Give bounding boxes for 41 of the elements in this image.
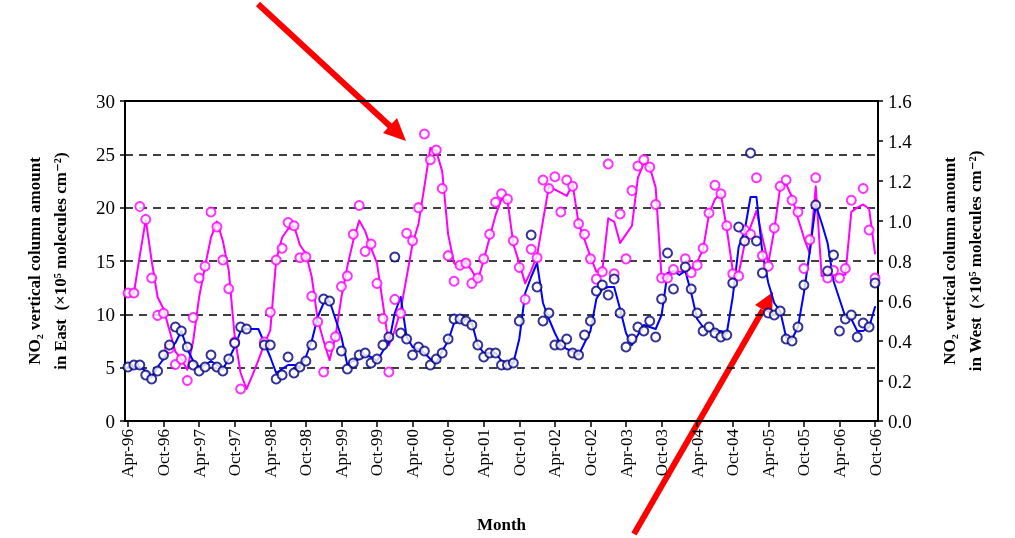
y-tick-label: 30	[96, 90, 115, 112]
x-tick-label: Oct-03	[652, 429, 672, 477]
y-tick-label: 0	[105, 410, 115, 432]
x-tick-label: Apr-97	[189, 428, 209, 478]
x-tick-label: Oct-98	[296, 429, 316, 477]
y2-tick-label: 0.8	[888, 250, 912, 272]
x-tick-label: Apr-99	[331, 429, 351, 478]
x-tick-label: Oct-04	[723, 428, 743, 477]
y2-axis-title: NO₂ vertical column amount in West (×10⁵ molecules cm⁻²)	[939, 150, 985, 372]
y-tick-label: 15	[96, 250, 115, 272]
x-tick-label: Apr-02	[545, 429, 565, 478]
y-tick-label: 5	[105, 357, 115, 379]
y2-tick-label: 1.0	[888, 210, 912, 232]
x-tick-label: Apr-00	[403, 429, 423, 478]
y-tick-label: 25	[96, 143, 115, 165]
x-axis-title: Month	[476, 515, 527, 534]
x-tick-label: Apr-03	[616, 429, 636, 478]
x-tick-label: Oct-97	[225, 428, 245, 477]
x-tick-label: Oct-96	[154, 429, 174, 477]
y2-tick-label: 0.4	[888, 330, 913, 352]
x-tick-label: Oct-02	[580, 429, 600, 477]
y2-tick-label: 0.2	[888, 370, 912, 392]
x-tick-label: Apr-98	[260, 429, 280, 478]
x-tick-label: Oct-06	[865, 429, 885, 477]
x-tick-label: Oct-05	[794, 429, 814, 477]
x-tick-label: Oct-01	[509, 429, 529, 477]
y2-tick-label: 0.0	[888, 410, 912, 432]
x-tick-label: Apr-01	[474, 429, 494, 478]
x-tick-label: Oct-00	[438, 429, 458, 477]
x-tick-label: Apr-96	[118, 429, 138, 478]
x-tick-label: Apr-04	[687, 428, 707, 478]
y2-tick-label: 1.6	[888, 90, 912, 112]
y-axis-title: NO₂ vertical column amount in East (×10⁵ molecules cm⁻²)	[24, 152, 70, 370]
y-tick-label: 10	[96, 303, 115, 325]
x-tick-label: Apr-05	[758, 429, 778, 478]
y-tick-label: 20	[96, 197, 115, 219]
y2-tick-label: 0.6	[888, 290, 912, 312]
y2-tick-label: 1.4	[888, 130, 913, 152]
x-tick-label: Oct-99	[367, 429, 387, 477]
y2-tick-label: 1.2	[888, 170, 912, 192]
x-tick-label: Apr-06	[829, 429, 849, 478]
